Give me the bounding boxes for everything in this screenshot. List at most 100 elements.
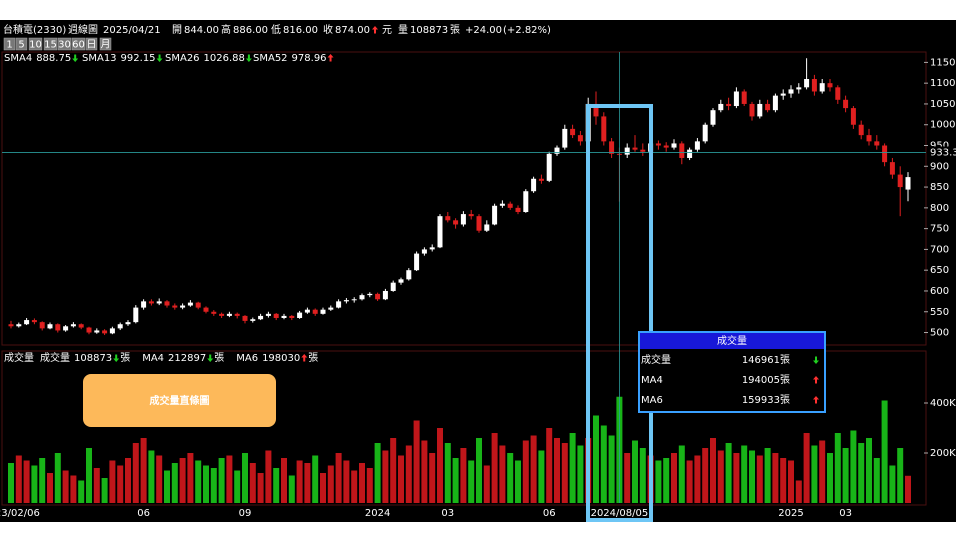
label[interactable]: 30 [58, 40, 71, 51]
label: 212897 [168, 353, 206, 364]
candle-body [554, 147, 560, 154]
volume-bar [554, 438, 560, 503]
label: 888.75 [36, 53, 71, 64]
candle-body [679, 143, 685, 158]
period-button[interactable] [85, 37, 98, 51]
trend-arrow [301, 354, 308, 362]
trend-arrow [327, 54, 334, 62]
candle-body [749, 103, 755, 117]
label: 2024 [365, 508, 390, 519]
highlight-box [586, 104, 653, 522]
volume-bar [663, 458, 670, 503]
candle-body [195, 302, 201, 308]
candle-body [86, 327, 92, 333]
label: 收 [323, 23, 333, 36]
trend-arrow [372, 26, 378, 34]
candle-body [531, 178, 537, 192]
candle-body [538, 178, 544, 181]
candle-body [624, 147, 630, 155]
candle-body [133, 307, 139, 323]
tooltip-header [640, 333, 824, 349]
label: 844.00 [184, 25, 219, 36]
label: MA4 [641, 375, 663, 386]
label: +24.00 [465, 25, 502, 36]
volume-bar [398, 455, 404, 503]
label[interactable]: 60 [72, 40, 85, 51]
volume-bar [842, 448, 849, 503]
period-button[interactable] [43, 37, 58, 51]
volume-bar [717, 450, 724, 503]
label: MA6 [236, 353, 258, 364]
candle-body [468, 214, 474, 217]
label[interactable]: 日 [87, 40, 97, 51]
candle-body [757, 103, 763, 117]
label: 1026.88 [204, 53, 245, 64]
candle-body [811, 79, 817, 92]
label: 750 [930, 224, 949, 235]
volume-bar [210, 468, 217, 503]
label: MA6 [641, 395, 663, 406]
label[interactable]: 10 [29, 40, 42, 51]
volume-bar [499, 445, 506, 503]
candle-body [39, 322, 45, 329]
label: 06 [543, 508, 556, 519]
period-button[interactable] [15, 37, 28, 51]
label: 950 [930, 141, 949, 152]
candle-body [515, 207, 521, 213]
volume-bar [179, 458, 186, 503]
candle-body [445, 216, 451, 221]
label: 張 [120, 352, 130, 364]
candle-body [601, 116, 607, 142]
candle-body [219, 313, 225, 316]
candle-body [390, 282, 396, 291]
label: 992.15 [121, 53, 156, 64]
candle-body [55, 324, 61, 331]
candle-body [141, 301, 147, 308]
period-button[interactable] [28, 37, 43, 51]
period-button[interactable] [71, 37, 86, 51]
label: 低 [271, 23, 281, 36]
label: SMA4 [4, 53, 32, 64]
candle-body [655, 143, 661, 146]
candle-body [476, 216, 482, 231]
candle-body [156, 301, 162, 304]
candle-body [16, 324, 22, 327]
volume-panel [1, 350, 927, 506]
label: 146961 [742, 355, 780, 366]
volume-bar [788, 460, 794, 503]
volume-bar [156, 455, 163, 503]
label: 650 [930, 265, 949, 276]
label: 874.00 [335, 25, 370, 36]
volume-bar [226, 455, 233, 503]
label[interactable]: 5 [18, 40, 24, 51]
period-button[interactable] [3, 37, 16, 51]
candle-body [570, 128, 576, 136]
candle-body [297, 312, 303, 318]
period-button[interactable] [99, 37, 112, 51]
candle-body [702, 124, 708, 142]
candle-body [492, 205, 498, 225]
candle-body [187, 302, 193, 306]
volume-bar [15, 455, 22, 503]
volume-bar [374, 443, 381, 503]
label[interactable]: 月 [101, 39, 111, 51]
candle-body [8, 324, 14, 327]
label: 2023/02/06 [0, 508, 40, 519]
label: 03 [839, 508, 852, 519]
candle-body [632, 147, 638, 150]
volume-bar [538, 450, 545, 503]
volume-bar [694, 455, 701, 503]
label: (+2.82%) [503, 25, 551, 36]
volume-bar [390, 438, 397, 503]
candle-body [889, 162, 895, 175]
candle-body [499, 203, 505, 206]
volume-bar [858, 443, 865, 503]
label: 成交量 [4, 351, 34, 364]
label: 108873 [74, 353, 112, 364]
candle-body [102, 330, 108, 334]
period-button[interactable] [57, 37, 72, 51]
label: 108873 [410, 25, 448, 36]
label[interactable]: 1 [6, 40, 12, 51]
candle-body [796, 87, 802, 90]
label[interactable]: 15 [44, 40, 57, 51]
